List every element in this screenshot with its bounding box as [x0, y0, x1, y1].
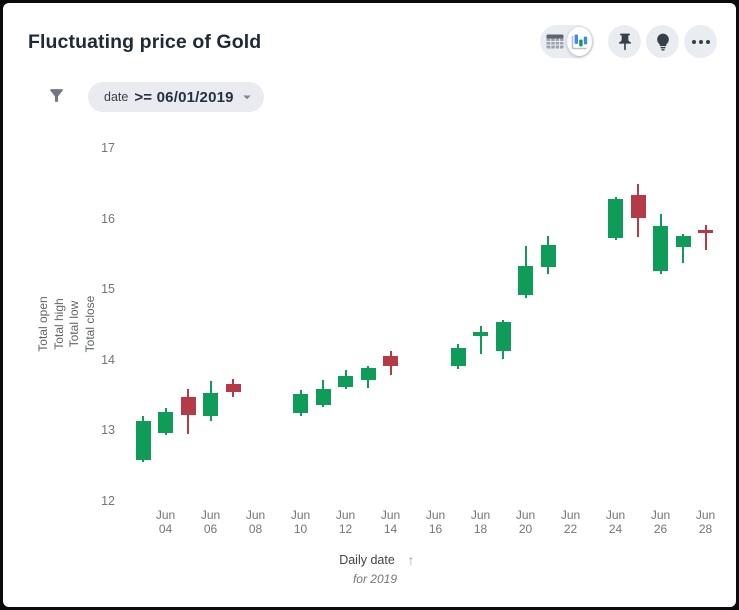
- candle-body: [383, 355, 398, 367]
- sort-ascending-icon[interactable]: ↑: [407, 552, 415, 568]
- candle-body: [180, 396, 196, 415]
- candle-body: [135, 421, 151, 460]
- candle-body: [675, 235, 691, 247]
- pin-icon: [615, 32, 635, 52]
- candle-body: [608, 198, 623, 238]
- x-tick-jun-16: Jun 16: [425, 508, 446, 536]
- x-axis-subtitle: for 2019: [352, 572, 398, 586]
- candle-body: [293, 394, 308, 414]
- y-tick-15: 15: [101, 282, 115, 296]
- y-axis-title-total-close: Total close: [82, 295, 97, 353]
- filter-condition-label: >= 06/01/2019: [134, 88, 234, 106]
- x-tick-jun-08: Jun 08: [245, 508, 266, 536]
- candle-body: [315, 388, 331, 405]
- insights-button[interactable]: [646, 25, 679, 58]
- x-tick-jun-14: Jun 14: [380, 508, 401, 536]
- date-filter-chip[interactable]: date >= 06/01/2019: [88, 82, 264, 112]
- candle-wick: [682, 234, 684, 263]
- x-tick-jun-28: Jun 28: [695, 508, 716, 536]
- x-tick-jun-06: Jun 06: [200, 508, 221, 536]
- candle-body: [518, 265, 533, 295]
- x-tick-jun-20: Jun 20: [515, 508, 536, 536]
- filter-icon: [47, 86, 66, 110]
- candle-body: [698, 229, 713, 233]
- y-tick-12: 12: [101, 494, 115, 508]
- x-tick-jun-24: Jun 24: [605, 508, 626, 536]
- candle-body: [540, 244, 556, 267]
- candlestick-chart-icon: [571, 33, 588, 50]
- candlestick-chart: 17 16 15 14 13 12 Total open Total high Total lo…: [3, 3, 736, 607]
- y-tick-14: 14: [101, 353, 115, 367]
- candle-body: [473, 331, 488, 337]
- candle-wick: [479, 325, 482, 355]
- pin-button[interactable]: [608, 25, 641, 58]
- candle-body: [630, 194, 646, 218]
- candle-body: [495, 322, 511, 351]
- chevron-down-icon: [234, 88, 256, 106]
- more-options-button[interactable]: [684, 25, 717, 58]
- view-toggle[interactable]: [540, 25, 594, 58]
- toolbar: [540, 25, 717, 58]
- x-tick-jun-12: Jun 12: [335, 508, 356, 536]
- x-tick-jun-22: Jun 22: [560, 508, 581, 536]
- candle-body: [225, 383, 241, 393]
- table-icon: [545, 34, 564, 49]
- y-axis-title-total-high: Total high: [51, 298, 66, 350]
- candle-body: [158, 412, 173, 434]
- page-title: Fluctuating price of Gold: [28, 31, 262, 53]
- table-view-button[interactable]: [542, 27, 567, 56]
- x-tick-jun-26: Jun 26: [650, 508, 671, 536]
- chart-view-button[interactable]: [567, 27, 592, 56]
- y-tick-17: 17: [101, 141, 115, 155]
- x-tick-jun-18: Jun 18: [470, 508, 491, 536]
- y-axis-title-total-low: Total low: [67, 300, 81, 348]
- candle-body: [653, 226, 668, 271]
- x-tick-jun-04: Jun 04: [155, 508, 176, 536]
- x-axis-title: Daily date: [339, 553, 395, 567]
- lightbulb-icon: [653, 32, 673, 52]
- y-tick-13: 13: [101, 423, 115, 437]
- y-tick-16: 16: [101, 212, 115, 226]
- more-options-icon: [691, 39, 710, 44]
- candle-wick: [704, 225, 707, 251]
- candle-body: [450, 347, 466, 367]
- filter-field-label: date: [104, 90, 129, 104]
- candle-body: [338, 376, 353, 388]
- candle-body: [360, 368, 376, 380]
- y-axis-title-total-open: Total open: [36, 296, 50, 352]
- x-tick-jun-10: Jun 10: [290, 508, 311, 536]
- candle-body: [203, 393, 218, 417]
